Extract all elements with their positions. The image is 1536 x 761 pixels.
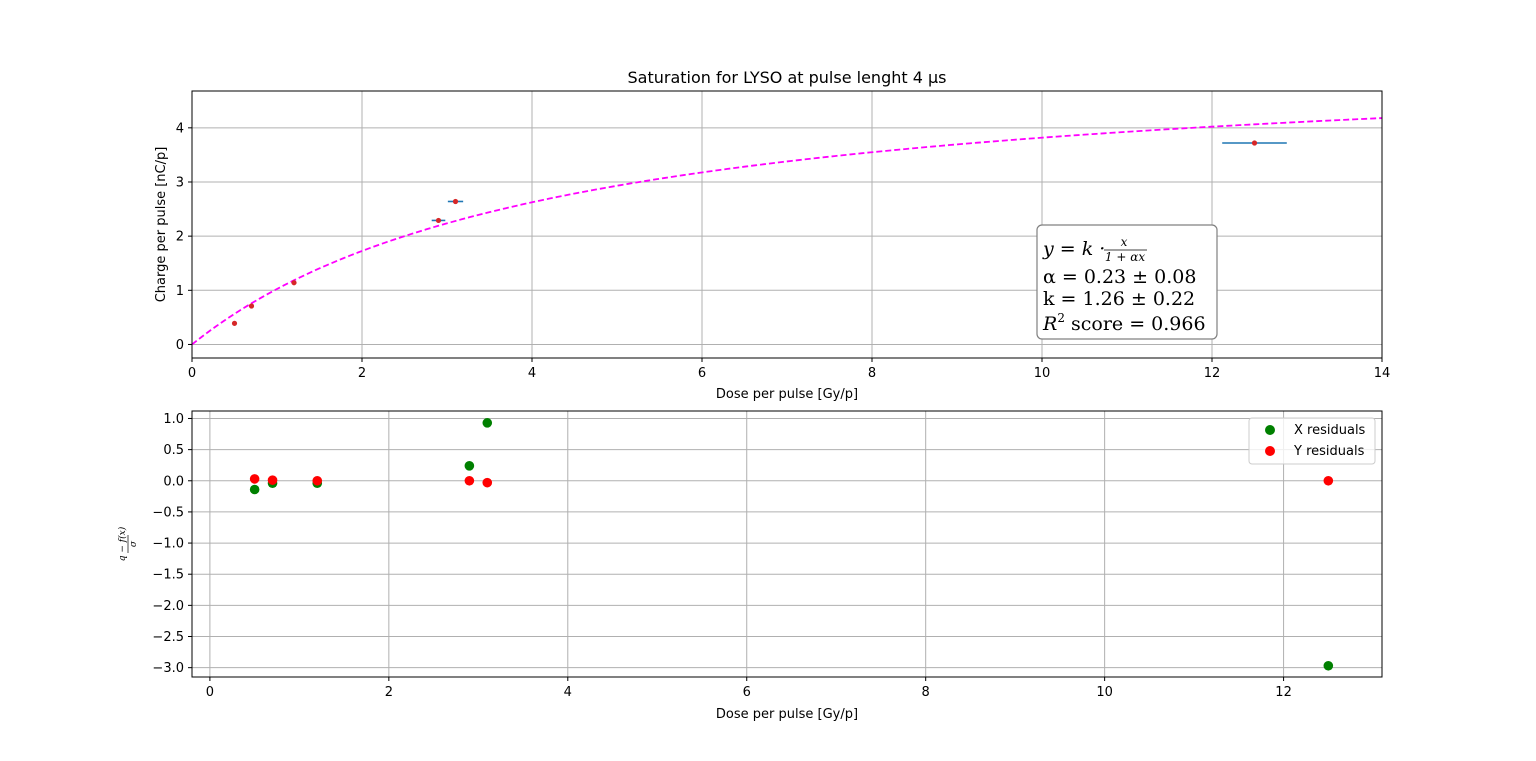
bottom-y-tick-label: 0.5	[163, 443, 184, 458]
data-point	[231, 320, 238, 326]
y-residual-point	[1323, 475, 1334, 486]
fit-annotation-box	[1036, 224, 1218, 340]
top-y-tick-label: 3	[176, 175, 184, 190]
bottom-y-tick-label: −1.5	[152, 568, 184, 583]
bottom-y-tick-label: −2.5	[152, 630, 184, 645]
bottom-x-axis-label: Dose per pulse [Gy/p]	[716, 707, 858, 722]
bottom-y-tick-label: −0.5	[152, 505, 184, 520]
y-residual-point	[249, 474, 260, 484]
x-residual-point	[464, 461, 475, 471]
fit-formula-denominator: 1 + αx	[1105, 250, 1145, 264]
top-y-tick-label: 1	[176, 284, 184, 299]
legend-x-residuals-marker	[1265, 425, 1275, 435]
fit-r2: R2 score = 0.966	[1042, 311, 1206, 335]
bottom-x-tick-label: 10	[1096, 685, 1113, 700]
fit-r2-superscript: 2	[1057, 311, 1065, 325]
bottom-x-tick-label: 8	[922, 685, 930, 700]
data-point	[291, 280, 297, 286]
bottom-data	[249, 418, 1334, 671]
bottom-x-tick-label: 0	[206, 685, 214, 700]
data-point	[435, 217, 442, 224]
bottom-y-axis-label: q − f(x) σ	[117, 526, 139, 561]
x-residual-point	[1323, 660, 1334, 671]
top-y-tick-label: 2	[176, 230, 184, 245]
top-data	[191, 117, 1383, 346]
legend-y-residuals-marker	[1265, 446, 1275, 456]
y-residual-point	[464, 475, 475, 486]
bottom-ticks: 0 2 4 6 8 10 12 1.0 0.5 0.0 −0.5 −1.0 −1.5 −2.0 −2.5 −3…	[152, 412, 1291, 700]
fit-curve	[191, 117, 1383, 346]
fit-r2-symbol: R	[1042, 313, 1057, 335]
top-x-tick-label: 10	[1034, 366, 1051, 381]
fit-annotation: y = k · x 1 + αx α = 0.23 ± 0.08 k = 1.2…	[1036, 224, 1218, 340]
bottom-x-tick-label: 12	[1275, 685, 1292, 700]
data-point	[1251, 140, 1258, 146]
bottom-x-tick-label: 6	[743, 685, 751, 700]
top-x-tick-label: 2	[358, 366, 366, 381]
legend-x-residuals-label: X residuals	[1294, 423, 1366, 438]
legend: X residuals Y residuals	[1248, 417, 1376, 465]
top-y-tick-label: 4	[176, 121, 184, 136]
bottom-y-tick-label: −3.0	[152, 661, 184, 676]
bottom-plot-frame	[191, 410, 1383, 678]
top-y-tick-label: 0	[176, 338, 184, 353]
top-x-tick-label: 4	[528, 366, 536, 381]
top-x-axis-label: Dose per pulse [Gy/p]	[716, 387, 858, 402]
data-point	[452, 198, 459, 205]
legend-y-residuals-label: Y residuals	[1293, 444, 1365, 459]
x-residual-point	[482, 418, 493, 428]
y-residual-point	[312, 475, 323, 486]
bottom-y-tick-label: 1.0	[163, 412, 184, 427]
top-y-axis-label: Charge per pulse [nC/p]	[154, 147, 169, 303]
fit-formula-lhs: y = k ·	[1042, 238, 1105, 260]
top-x-tick-label: 6	[698, 366, 706, 381]
top-chart-title: Saturation for LYSO at pulse lenght 4 μs	[627, 68, 946, 87]
top-x-tick-label: 0	[188, 366, 196, 381]
bottom-x-tick-label: 2	[385, 685, 393, 700]
top-x-tick-label: 14	[1374, 366, 1391, 381]
bottom-grid	[192, 411, 1382, 677]
bottom-y-tick-label: −2.0	[152, 599, 184, 614]
y-residual-point	[482, 477, 493, 488]
data-point	[248, 303, 255, 309]
top-plot-frame	[191, 90, 1383, 359]
fit-k: k = 1.26 ± 0.22	[1043, 288, 1195, 310]
bottom-y-axis-label-denominator: σ	[129, 540, 139, 547]
y-residual-point	[267, 475, 278, 485]
fit-r2-text: score = 0.966	[1065, 313, 1206, 335]
bottom-y-tick-label: −1.0	[152, 537, 184, 552]
x-residual-point	[249, 484, 260, 495]
fit-formula-numerator: x	[1121, 235, 1128, 249]
bottom-plot: 0 2 4 6 8 10 12 1.0 0.5 0.0 −0.5 −1.0 −1.5 −2.0 −2.5 −3…	[117, 410, 1383, 722]
bottom-plot-area	[192, 411, 1382, 677]
top-x-tick-label: 12	[1204, 366, 1221, 381]
bottom-y-tick-label: 0.0	[163, 474, 184, 489]
legend-box	[1248, 417, 1376, 465]
top-x-tick-label: 8	[868, 366, 876, 381]
bottom-x-tick-label: 4	[564, 685, 572, 700]
fit-alpha: α = 0.23 ± 0.08	[1043, 266, 1196, 288]
bottom-y-axis-label-numerator: q − f(x)	[117, 526, 128, 561]
